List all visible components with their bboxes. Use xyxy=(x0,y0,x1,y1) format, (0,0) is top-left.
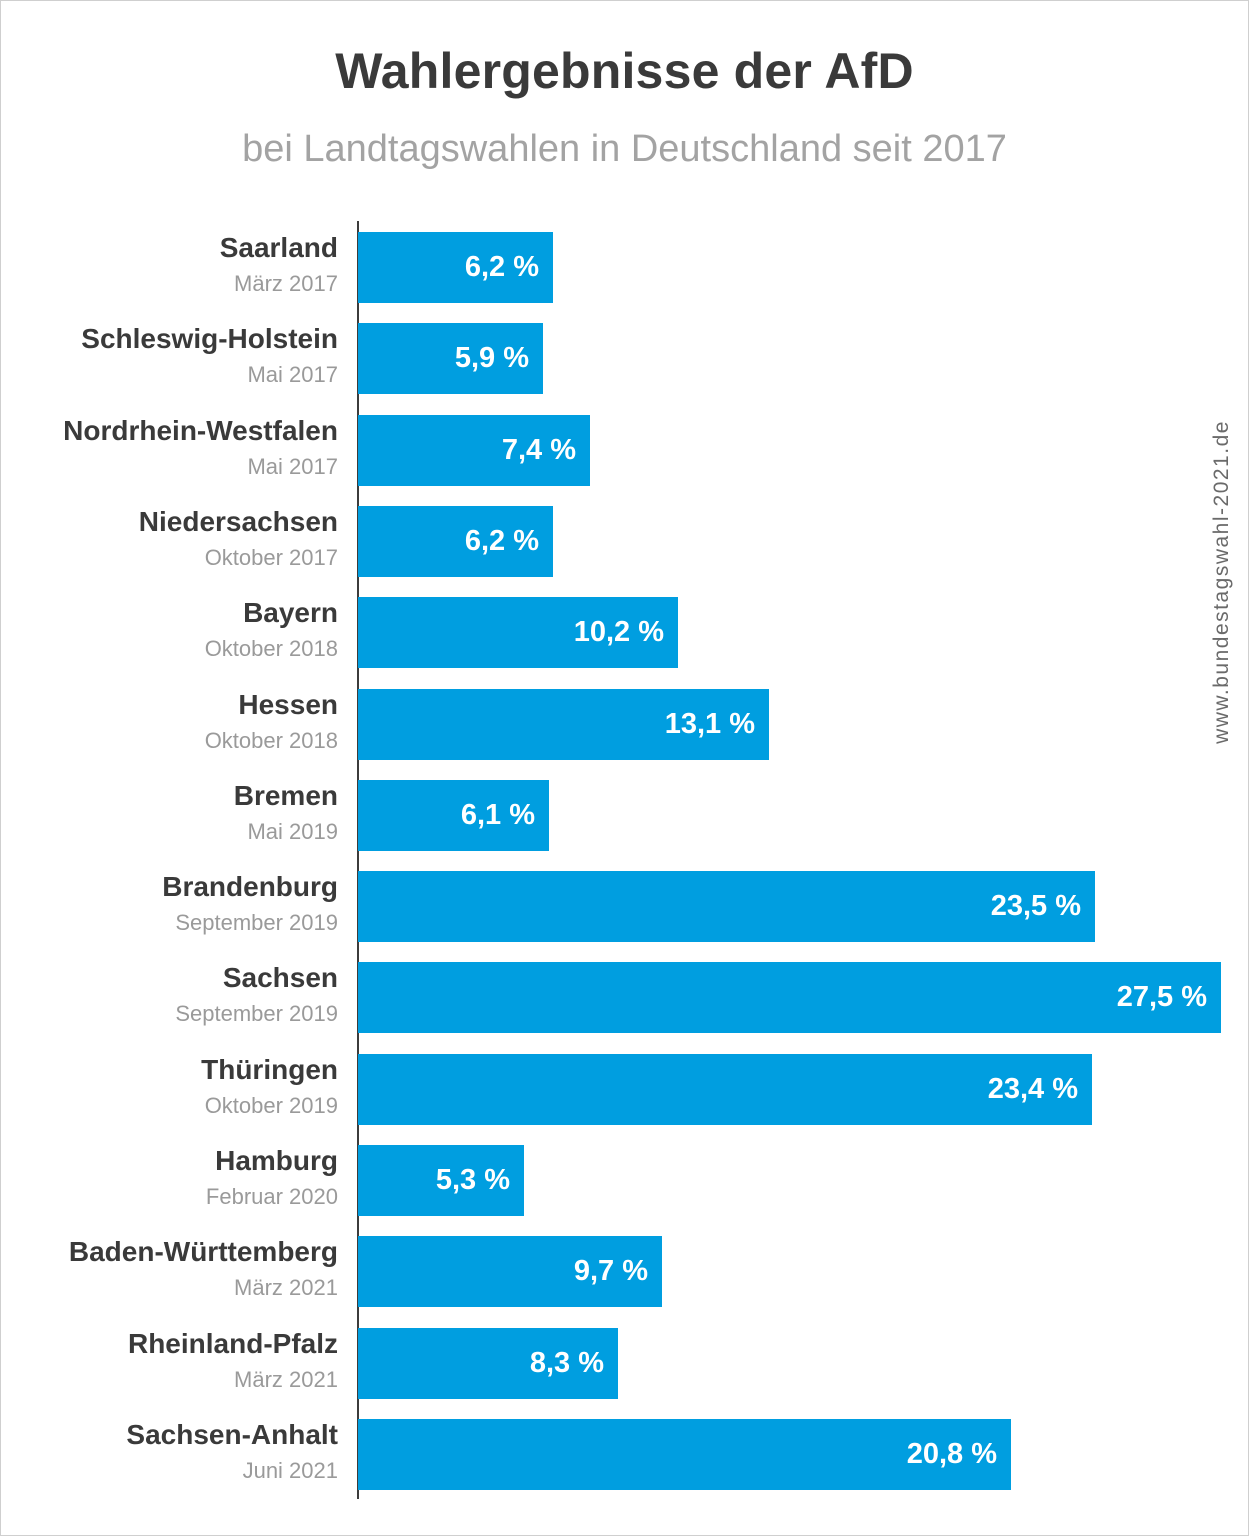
bar xyxy=(358,1054,1092,1125)
election-date: September 2019 xyxy=(175,910,338,935)
state-name: Thüringen xyxy=(201,1054,338,1085)
bar xyxy=(358,415,590,486)
election-date: März 2021 xyxy=(234,1367,338,1392)
category-label: Sachsen-Anhalt Juni 2021 xyxy=(0,1418,338,1486)
bar xyxy=(358,506,553,577)
category-label: Schleswig-Holstein Mai 2017 xyxy=(0,322,338,390)
election-date: Mai 2017 xyxy=(247,454,338,479)
bar xyxy=(358,780,549,851)
category-label: Bayern Oktober 2018 xyxy=(0,596,338,664)
bar-value-label: 23,5 % xyxy=(990,890,1081,922)
source-watermark: www.bundestagswahl-2021.de xyxy=(1210,420,1233,744)
state-name: Bremen xyxy=(233,780,338,811)
category-label: Rheinland-Pfalz März 2021 xyxy=(0,1327,338,1395)
state-name: Sachsen xyxy=(222,962,338,993)
bar-value-label: 6,2 % xyxy=(464,525,539,557)
election-date: Juni 2021 xyxy=(242,1458,338,1483)
election-date: März 2017 xyxy=(234,271,338,296)
bar-value-label: 5,3 % xyxy=(435,1164,510,1196)
bar xyxy=(358,1145,524,1216)
state-name: Schleswig-Holstein xyxy=(81,323,338,354)
bar xyxy=(358,871,1095,942)
category-label: Brandenburg September 2019 xyxy=(0,870,338,938)
category-label: Hessen Oktober 2018 xyxy=(0,688,338,756)
bar-value-label: 6,1 % xyxy=(460,799,535,831)
state-name: Bayern xyxy=(243,597,338,628)
bar-value-label: 8,3 % xyxy=(529,1347,604,1379)
category-label: Thüringen Oktober 2019 xyxy=(0,1053,338,1121)
bar-value-label: 6,2 % xyxy=(464,251,539,283)
bar xyxy=(358,1236,662,1307)
bar xyxy=(358,1328,618,1399)
bar xyxy=(358,232,553,303)
category-label: Sachsen September 2019 xyxy=(0,961,338,1029)
bar xyxy=(358,597,678,668)
election-date: September 2019 xyxy=(175,1001,338,1026)
category-label: Baden-Württemberg März 2021 xyxy=(0,1235,338,1303)
election-date: Oktober 2018 xyxy=(204,636,338,661)
election-date: Oktober 2019 xyxy=(204,1093,338,1118)
state-name: Niedersachsen xyxy=(138,506,338,537)
chart-subtitle: bei Landtagswahlen in Deutschland seit 2… xyxy=(242,128,1007,170)
state-name: Hamburg xyxy=(215,1145,338,1176)
bar-value-label: 13,1 % xyxy=(664,708,755,740)
category-label: Nordrhein-Westfalen Mai 2017 xyxy=(0,414,338,482)
bar-value-label: 20,8 % xyxy=(906,1438,997,1470)
bar xyxy=(358,962,1221,1033)
election-date: Mai 2017 xyxy=(247,362,338,387)
election-date: Oktober 2018 xyxy=(204,728,338,753)
bar-value-label: 5,9 % xyxy=(454,342,529,374)
category-label: Bremen Mai 2019 xyxy=(0,779,338,847)
state-name: Baden-Württemberg xyxy=(68,1236,338,1267)
chart-title: Wahlergebnisse der AfD xyxy=(335,43,914,99)
state-name: Saarland xyxy=(219,232,338,263)
bar-value-label: 7,4 % xyxy=(501,434,576,466)
y-axis-line xyxy=(357,221,359,1499)
category-label: Hamburg Februar 2020 xyxy=(0,1144,338,1212)
election-date: März 2021 xyxy=(234,1275,338,1300)
election-date: Mai 2019 xyxy=(247,819,338,844)
bar-value-label: 9,7 % xyxy=(573,1255,648,1287)
state-name: Sachsen-Anhalt xyxy=(126,1419,338,1450)
state-name: Nordrhein-Westfalen xyxy=(63,415,338,446)
bar xyxy=(358,323,543,394)
state-name: Rheinland-Pfalz xyxy=(127,1328,338,1359)
bar xyxy=(358,689,769,760)
state-name: Hessen xyxy=(238,689,338,720)
bar-value-label: 23,4 % xyxy=(987,1073,1078,1105)
category-label: Saarland März 2017 xyxy=(0,231,338,299)
election-date: Februar 2020 xyxy=(205,1184,338,1209)
category-label: Niedersachsen Oktober 2017 xyxy=(0,505,338,573)
bar-value-label: 10,2 % xyxy=(573,616,664,648)
bar xyxy=(358,1419,1011,1490)
election-date: Oktober 2017 xyxy=(204,545,338,570)
state-name: Brandenburg xyxy=(162,871,338,902)
bar-value-label: 27,5 % xyxy=(1116,981,1207,1013)
